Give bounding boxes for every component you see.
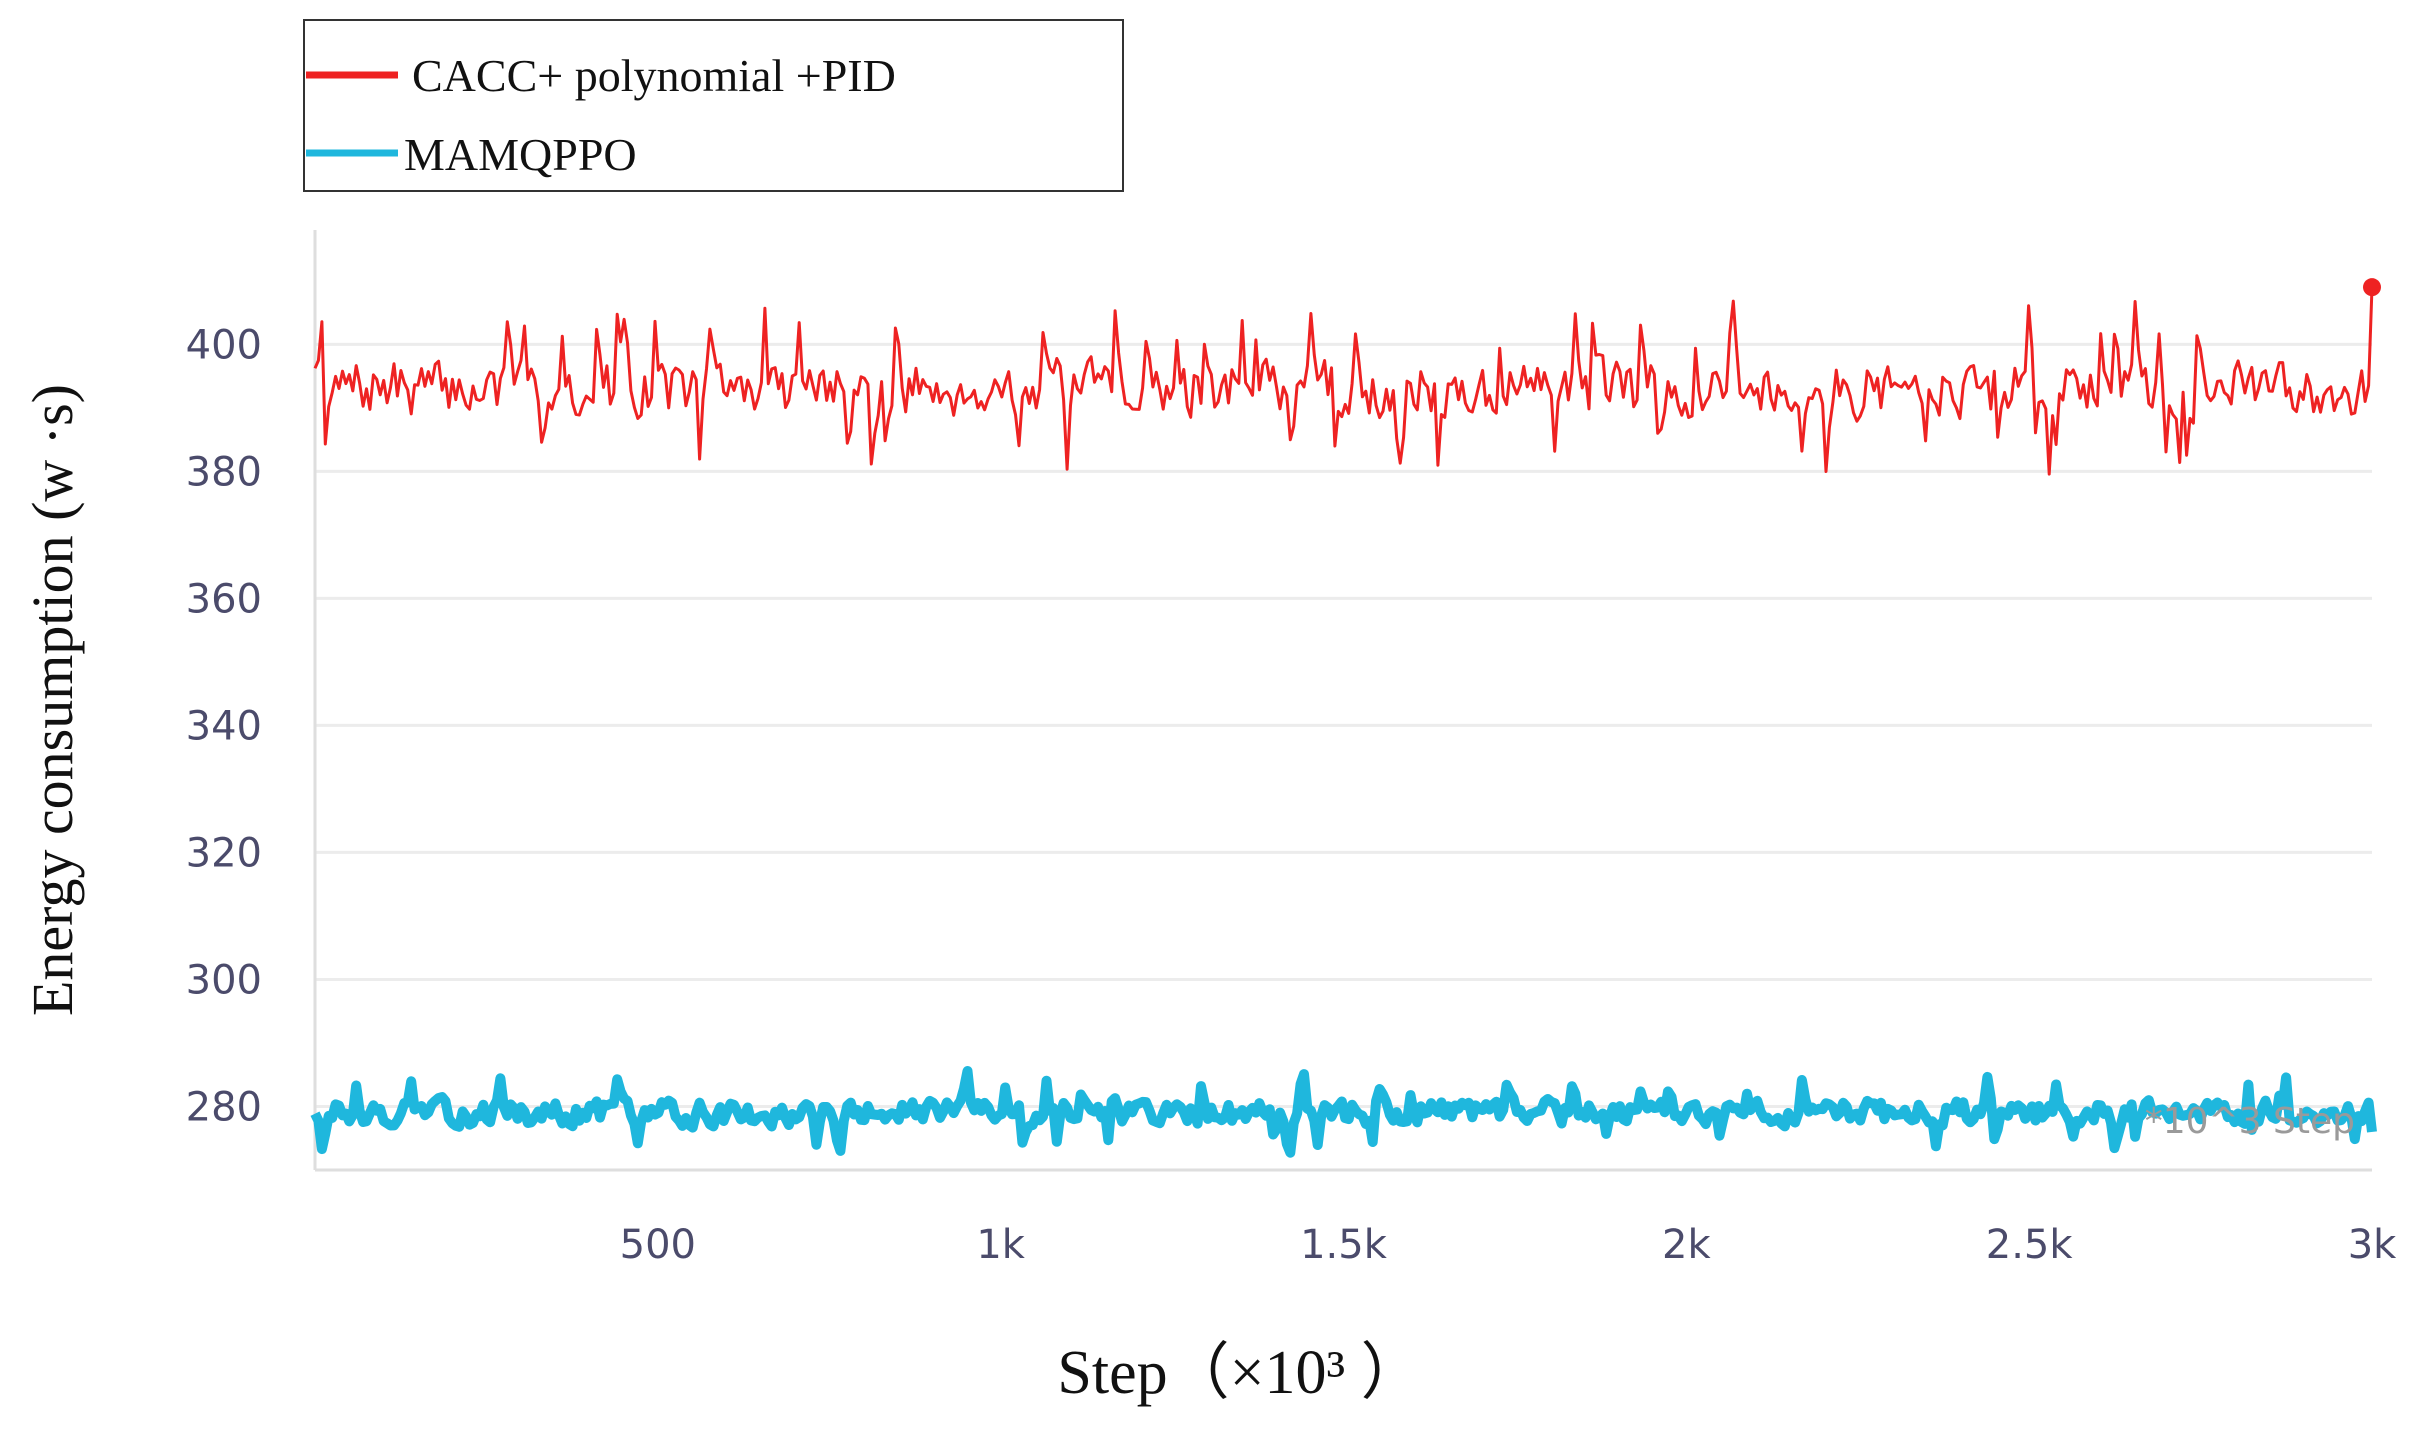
x-tick-label: 2.5k: [1986, 1222, 2074, 1268]
x-tick-label: 3k: [2348, 1222, 2397, 1268]
unit-annotation: *10^3 Step: [2145, 1101, 2355, 1142]
legend-box: [303, 19, 1124, 192]
legend-label-mamqppo: MAMQPPO: [404, 129, 637, 180]
x-tick-label: 1.5k: [1300, 1222, 1388, 1268]
y-tick-label: 400: [186, 322, 262, 368]
series-line-mamqppo: [310, 1066, 2377, 1158]
legend: CACC+ polynomial +PID MAMQPPO: [303, 19, 1124, 192]
x-tick-label: 1k: [976, 1222, 1025, 1268]
y-tick-label: 360: [186, 576, 262, 622]
x-tick-label: 2k: [1662, 1222, 1711, 1268]
x-tick-labels: 500 1k 1.5k 2k 2.5k 3k: [620, 1222, 2397, 1268]
x-tick-label: 500: [620, 1222, 696, 1268]
series-end-marker: [2363, 278, 2381, 297]
y-tick-label: 280: [186, 1084, 262, 1130]
y-tick-label: 300: [186, 957, 262, 1003]
series-line-cacc: [313, 287, 2374, 476]
y-tick-label: 340: [186, 703, 262, 749]
series-lines: [310, 278, 2381, 1158]
y-axis-title: Energy consumption (w ·s): [20, 384, 85, 1016]
gridlines: [315, 342, 2372, 1108]
y-tick-label: 320: [186, 830, 262, 876]
y-tick-labels: 280 300 320 340 360 380 400: [186, 322, 262, 1130]
legend-label-cacc: CACC+ polynomial +PID: [412, 50, 896, 101]
y-tick-label: 380: [186, 449, 262, 495]
x-axis-title: Step（×10³ ）: [1057, 1339, 1422, 1407]
